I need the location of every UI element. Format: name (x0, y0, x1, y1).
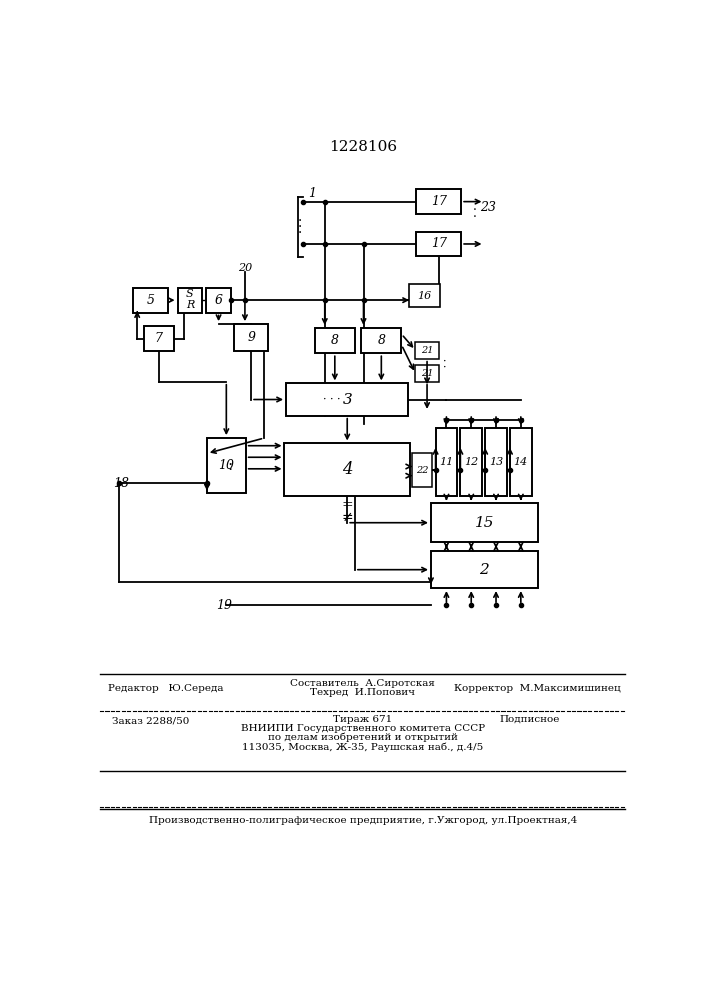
Text: · · ·: · · · (323, 395, 341, 405)
Text: 21: 21 (421, 346, 433, 355)
Bar (315, 328, 355, 353)
Bar (207, 438, 246, 493)
Text: ·: · (443, 363, 447, 373)
Bar (416, 189, 461, 214)
Text: 19: 19 (216, 599, 233, 612)
Text: Производственно-полиграфическое предприятие, г.Ужгород, ул.Проектная,4: Производственно-полиграфическое предприя… (148, 816, 577, 825)
Text: 14: 14 (514, 457, 528, 467)
Text: 20: 20 (238, 263, 252, 273)
Bar (361, 328, 402, 353)
Bar (436, 428, 457, 496)
Text: 7: 7 (155, 332, 163, 345)
Bar (177, 288, 202, 312)
Text: 4: 4 (342, 461, 353, 478)
Text: S: S (186, 289, 194, 299)
Text: 22: 22 (416, 466, 428, 475)
Bar (431, 551, 538, 588)
Text: ·: · (473, 204, 477, 217)
Text: Редактор   Ю.Середа: Редактор Ю.Середа (108, 684, 223, 693)
Bar (431, 503, 538, 542)
Text: ·: · (298, 220, 302, 234)
Text: Подписное: Подписное (500, 715, 561, 724)
Text: ВНИИПИ Государственного комитета СССР: ВНИИПИ Государственного комитета СССР (240, 724, 485, 733)
Bar (510, 428, 532, 496)
Text: ≠: ≠ (341, 510, 353, 524)
Text: 1228106: 1228106 (329, 140, 397, 154)
Text: ·: · (298, 226, 302, 240)
Text: 8: 8 (331, 334, 339, 347)
Text: R: R (186, 300, 194, 310)
Bar (416, 232, 461, 256)
Text: Корректор  М.Максимишинец: Корректор М.Максимишинец (455, 684, 621, 693)
Text: 3: 3 (342, 393, 352, 407)
Text: 17: 17 (431, 237, 447, 250)
Text: Тираж 671: Тираж 671 (333, 715, 392, 724)
Text: 1: 1 (308, 187, 317, 200)
Text: Составитель  А.Сиротская: Составитель А.Сиротская (291, 679, 436, 688)
Text: ·: · (473, 211, 477, 224)
Text: по делам изобретений и открытий: по делам изобретений и открытий (268, 733, 457, 742)
Bar (460, 428, 482, 496)
Text: =: = (341, 498, 353, 512)
Text: 23: 23 (481, 201, 496, 214)
Text: ·: · (443, 357, 447, 367)
Text: 18: 18 (113, 477, 129, 490)
Text: 9: 9 (247, 331, 255, 344)
Text: 2: 2 (479, 563, 489, 577)
Text: Заказ 2288/50: Заказ 2288/50 (112, 716, 189, 725)
Bar (134, 288, 168, 312)
Text: 6: 6 (215, 294, 223, 307)
Bar (206, 288, 231, 312)
Text: :: : (228, 459, 233, 473)
Bar (234, 324, 268, 351)
Text: 11: 11 (439, 457, 454, 467)
Text: 113035, Москва, Ж-35, Раушская наб., д.4/5: 113035, Москва, Ж-35, Раушская наб., д.4… (242, 742, 484, 752)
Bar (409, 284, 440, 307)
Bar (416, 365, 438, 382)
Text: 13: 13 (489, 457, 503, 467)
Text: 12: 12 (464, 457, 479, 467)
Text: 5: 5 (147, 294, 155, 307)
Text: 10: 10 (218, 459, 234, 472)
Bar (412, 453, 433, 487)
Text: 8: 8 (378, 334, 385, 347)
Bar (416, 342, 438, 359)
Text: 16: 16 (418, 291, 432, 301)
Text: 17: 17 (431, 195, 447, 208)
Bar (144, 326, 174, 351)
Text: 15: 15 (474, 516, 494, 530)
Bar (286, 383, 409, 416)
Text: 21: 21 (421, 369, 433, 378)
Bar (485, 428, 507, 496)
Bar (284, 443, 410, 496)
Text: Техред  И.Попович: Техред И.Попович (310, 688, 415, 697)
Text: ·: · (298, 214, 302, 228)
